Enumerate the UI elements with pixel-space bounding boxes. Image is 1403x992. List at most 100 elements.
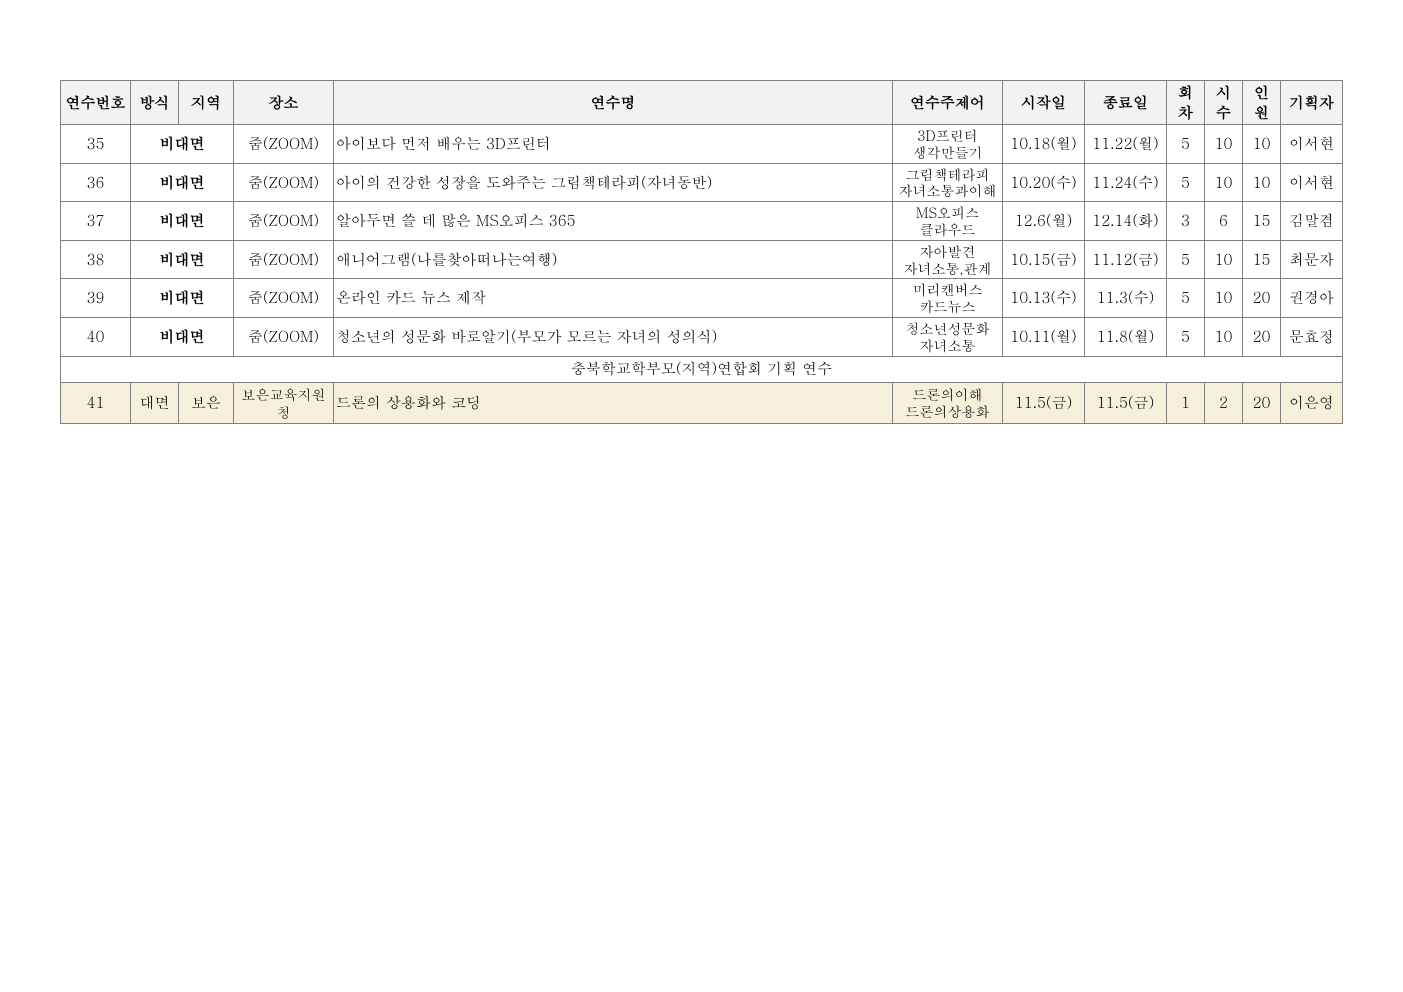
cell-method: 비대면 (131, 279, 234, 318)
cell-hours: 10 (1205, 317, 1243, 356)
table-header-row: 연수번호 방식 지역 장소 연수명 연수주제어 시작일 종료일 회차 시수 인원… (61, 81, 1343, 125)
cell-capacity: 20 (1243, 279, 1281, 318)
cell-method: 대면 (131, 382, 179, 423)
header-subject: 연수주제어 (893, 81, 1003, 125)
cell-sessions: 3 (1167, 202, 1205, 241)
cell-planner: 김말겸 (1281, 202, 1343, 241)
table-row: 37 비대면 줌(ZOOM) 알아두면 쓸 데 많은 MS오피스 365 MS오… (61, 202, 1343, 241)
cell-subject: 그림책테라피자녀소통과이해 (893, 163, 1003, 202)
cell-place: 줌(ZOOM) (234, 163, 334, 202)
cell-num: 39 (61, 279, 131, 318)
header-title: 연수명 (334, 81, 893, 125)
cell-sessions: 5 (1167, 317, 1205, 356)
cell-planner: 이서현 (1281, 163, 1343, 202)
cell-end: 11.24(수) (1085, 163, 1167, 202)
cell-place: 줌(ZOOM) (234, 240, 334, 279)
cell-start: 10.13(수) (1003, 279, 1085, 318)
cell-title: 애니어그램(나를찾아떠나는여행) (334, 240, 893, 279)
header-capacity: 인원 (1243, 81, 1281, 125)
cell-subject: MS오피스클라우드 (893, 202, 1003, 241)
cell-hours: 6 (1205, 202, 1243, 241)
cell-subject: 3D프린터생각만들기 (893, 125, 1003, 164)
header-hours: 시수 (1205, 81, 1243, 125)
header-end: 종료일 (1085, 81, 1167, 125)
cell-place: 보은교육지원청 (234, 382, 334, 423)
cell-method: 비대면 (131, 317, 234, 356)
cell-hours: 2 (1205, 382, 1243, 423)
cell-title: 청소년의 성문화 바로알기(부모가 모르는 자녀의 성의식) (334, 317, 893, 356)
cell-num: 40 (61, 317, 131, 356)
cell-planner: 이서현 (1281, 125, 1343, 164)
cell-end: 12.14(화) (1085, 202, 1167, 241)
cell-start: 11.5(금) (1003, 382, 1085, 423)
cell-num: 41 (61, 382, 131, 423)
header-place: 장소 (234, 81, 334, 125)
cell-capacity: 15 (1243, 240, 1281, 279)
table-body: 35 비대면 줌(ZOOM) 아이보다 먼저 배우는 3D프린터 3D프린터생각… (61, 125, 1343, 424)
cell-planner: 이은영 (1281, 382, 1343, 423)
cell-place: 줌(ZOOM) (234, 317, 334, 356)
cell-start: 10.18(월) (1003, 125, 1085, 164)
cell-subject: 청소년성문화자녀소통 (893, 317, 1003, 356)
header-num: 연수번호 (61, 81, 131, 125)
table-row: 40 비대면 줌(ZOOM) 청소년의 성문화 바로알기(부모가 모르는 자녀의… (61, 317, 1343, 356)
cell-method: 비대면 (131, 240, 234, 279)
cell-subject: 자아발견자녀소통,관계 (893, 240, 1003, 279)
cell-end: 11.5(금) (1085, 382, 1167, 423)
cell-sessions: 5 (1167, 240, 1205, 279)
cell-end: 11.8(월) (1085, 317, 1167, 356)
cell-sessions: 1 (1167, 382, 1205, 423)
header-region: 지역 (179, 81, 234, 125)
cell-planner: 권경아 (1281, 279, 1343, 318)
cell-planner: 문효정 (1281, 317, 1343, 356)
cell-sessions: 5 (1167, 163, 1205, 202)
cell-subject: 미리캔버스카드뉴스 (893, 279, 1003, 318)
cell-capacity: 10 (1243, 125, 1281, 164)
cell-num: 36 (61, 163, 131, 202)
training-schedule-table: 연수번호 방식 지역 장소 연수명 연수주제어 시작일 종료일 회차 시수 인원… (60, 80, 1343, 424)
cell-method: 비대면 (131, 163, 234, 202)
cell-num: 38 (61, 240, 131, 279)
table-row: 39 비대면 줌(ZOOM) 온라인 카드 뉴스 제작 미리캔버스카드뉴스 10… (61, 279, 1343, 318)
cell-capacity: 20 (1243, 382, 1281, 423)
cell-num: 35 (61, 125, 131, 164)
cell-planner: 최문자 (1281, 240, 1343, 279)
header-sessions: 회차 (1167, 81, 1205, 125)
cell-place: 줌(ZOOM) (234, 279, 334, 318)
header-start: 시작일 (1003, 81, 1085, 125)
cell-title: 드론의 상용화와 코딩 (334, 382, 893, 423)
table-row: 36 비대면 줌(ZOOM) 아이의 건강한 성장을 도와주는 그림책테라피(자… (61, 163, 1343, 202)
cell-sessions: 5 (1167, 279, 1205, 318)
highlight-row: 41 대면 보은 보은교육지원청 드론의 상용화와 코딩 드론의이해드론의상용화… (61, 382, 1343, 423)
table-row: 38 비대면 줌(ZOOM) 애니어그램(나를찾아떠나는여행) 자아발견자녀소통… (61, 240, 1343, 279)
cell-hours: 10 (1205, 163, 1243, 202)
cell-region: 보은 (179, 382, 234, 423)
cell-start: 12.6(월) (1003, 202, 1085, 241)
cell-end: 11.22(월) (1085, 125, 1167, 164)
cell-subject: 드론의이해드론의상용화 (893, 382, 1003, 423)
section-title-row: 충북학교학부모(지역)연합회 기획 연수 (61, 356, 1343, 382)
cell-hours: 10 (1205, 279, 1243, 318)
cell-hours: 10 (1205, 240, 1243, 279)
cell-end: 11.12(금) (1085, 240, 1167, 279)
cell-title: 알아두면 쓸 데 많은 MS오피스 365 (334, 202, 893, 241)
cell-hours: 10 (1205, 125, 1243, 164)
cell-place: 줌(ZOOM) (234, 125, 334, 164)
cell-num: 37 (61, 202, 131, 241)
cell-end: 11.3(수) (1085, 279, 1167, 318)
cell-place: 줌(ZOOM) (234, 202, 334, 241)
cell-capacity: 20 (1243, 317, 1281, 356)
section-title: 충북학교학부모(지역)연합회 기획 연수 (61, 356, 1343, 382)
cell-sessions: 5 (1167, 125, 1205, 164)
table-row: 35 비대면 줌(ZOOM) 아이보다 먼저 배우는 3D프린터 3D프린터생각… (61, 125, 1343, 164)
cell-start: 10.20(수) (1003, 163, 1085, 202)
header-method: 방식 (131, 81, 179, 125)
cell-method: 비대면 (131, 125, 234, 164)
cell-title: 아이의 건강한 성장을 도와주는 그림책테라피(자녀동반) (334, 163, 893, 202)
header-planner: 기획자 (1281, 81, 1343, 125)
cell-capacity: 15 (1243, 202, 1281, 241)
cell-capacity: 10 (1243, 163, 1281, 202)
cell-method: 비대면 (131, 202, 234, 241)
cell-start: 10.11(월) (1003, 317, 1085, 356)
cell-title: 아이보다 먼저 배우는 3D프린터 (334, 125, 893, 164)
